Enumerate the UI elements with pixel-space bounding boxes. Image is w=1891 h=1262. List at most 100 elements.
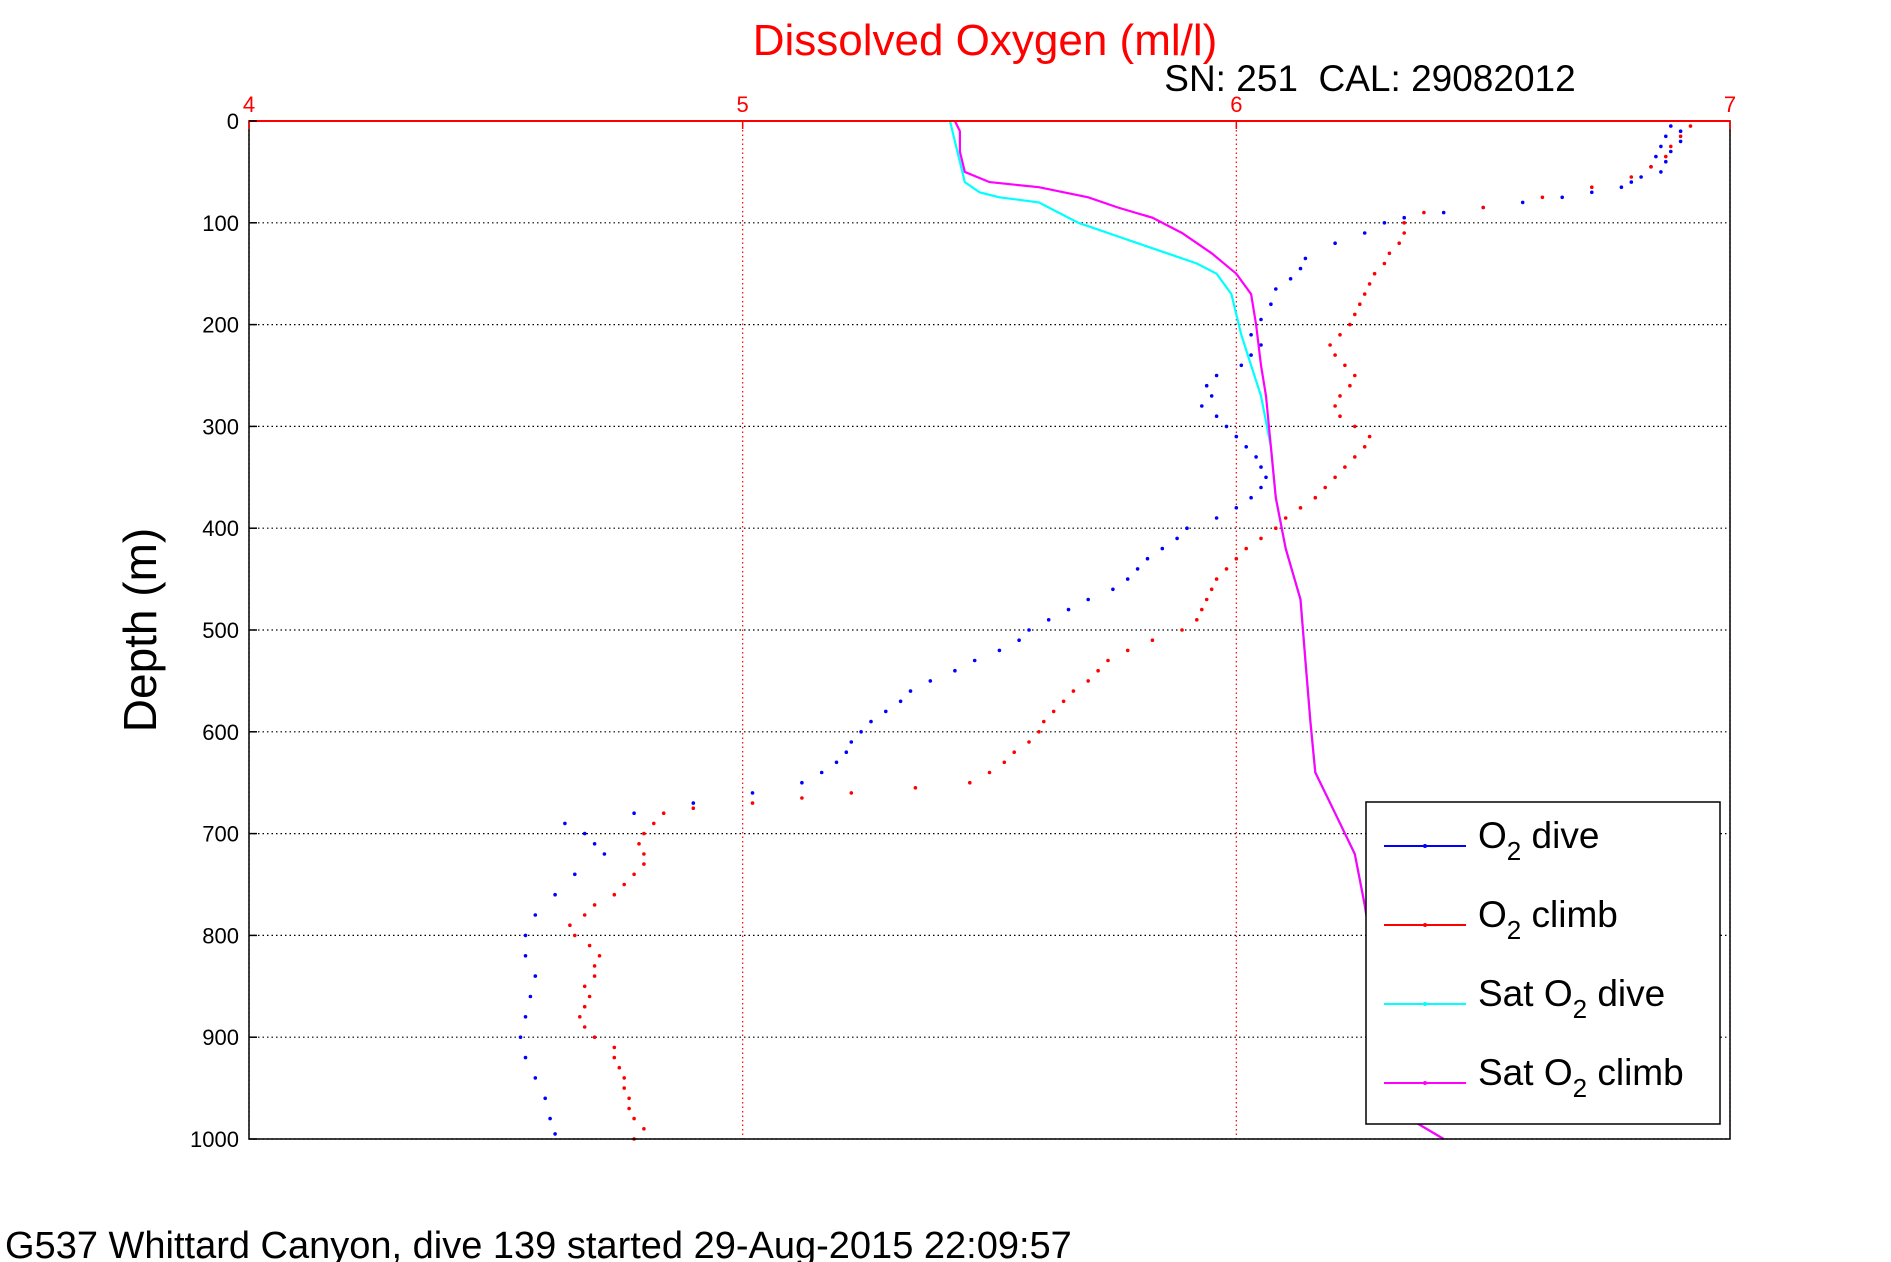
o2_climb-point	[592, 1035, 597, 1039]
legend-label-part: dive	[1521, 815, 1599, 856]
o2_climb-point	[1298, 506, 1303, 510]
legend-item-o2_climb: O2 climb	[1384, 894, 1618, 945]
o2_dive-point	[1639, 175, 1643, 179]
o2_dive-point	[602, 852, 607, 856]
o2_dive-point	[1259, 317, 1263, 322]
o2_climb-point	[1540, 195, 1545, 200]
legend-marker	[1423, 923, 1427, 927]
o2_climb-point	[587, 994, 592, 999]
o2_climb-point	[622, 1086, 626, 1090]
legend-box	[1365, 801, 1721, 1125]
o2_climb-point	[913, 786, 918, 790]
y-tick-label: 600	[202, 720, 239, 745]
legend-item-sat_o2_dive: Sat O2 dive	[1384, 973, 1665, 1024]
o2_climb-point	[1402, 231, 1406, 235]
o2_dive-point	[1200, 404, 1204, 408]
o2_climb-point	[632, 1116, 636, 1121]
legend-label: Sat O2 climb	[1478, 1052, 1684, 1103]
legend-label-part: climb	[1587, 1052, 1684, 1093]
o2_dive-point	[1125, 577, 1130, 581]
o2_climb-point	[1086, 679, 1090, 683]
o2_climb-point	[1012, 750, 1016, 754]
o2_climb-point	[1338, 414, 1342, 419]
o2_climb-point	[1195, 618, 1199, 622]
o2_climb-point	[1180, 628, 1184, 632]
o2_climb-point	[597, 954, 602, 958]
o2_dive-point	[1669, 149, 1673, 154]
o2_dive-point	[1629, 180, 1634, 184]
o2_dive-point	[844, 750, 849, 754]
o2_dive-point	[1234, 506, 1239, 510]
o2_climb-point	[1358, 302, 1362, 307]
o2_dive-point	[1441, 210, 1446, 215]
o2_dive-point	[1288, 277, 1293, 281]
o2_climb-point	[582, 984, 587, 989]
o2_dive-point	[1249, 353, 1253, 357]
legend-label: O2 climb	[1478, 894, 1618, 945]
o2_dive-point	[869, 719, 873, 724]
o2_dive-point	[548, 1116, 552, 1121]
o2_dive-point	[1664, 134, 1668, 139]
o2_climb-point	[1338, 394, 1342, 398]
o2_climb-point	[1002, 760, 1007, 765]
o2_dive-point	[898, 699, 903, 704]
legend-label-part: Sat O	[1478, 1052, 1573, 1093]
o2_climb-point	[1244, 546, 1248, 551]
o2_climb-point	[691, 806, 696, 810]
o2_climb-point	[1150, 638, 1155, 642]
o2_dive-point	[1333, 241, 1337, 245]
o2_dive-point	[1214, 414, 1219, 419]
o2_climb-point	[1362, 445, 1367, 449]
o2_climb-point	[750, 801, 755, 805]
o2_dive-point	[1274, 287, 1278, 291]
o2_dive-point	[1209, 394, 1214, 398]
o2_climb-point	[1481, 205, 1485, 210]
o2_dive-point	[1111, 587, 1115, 592]
o2_dive-point	[1560, 195, 1564, 200]
o2_climb-point	[1402, 221, 1406, 225]
o2_dive-point	[1303, 256, 1308, 261]
legend-marker	[1423, 844, 1427, 848]
o2_dive-point	[1175, 536, 1179, 541]
y-tick-label: 300	[202, 414, 239, 439]
series-o2_climb	[568, 124, 1693, 1141]
o2_climb-point	[1669, 144, 1673, 149]
o2_climb-point	[1096, 668, 1100, 673]
y-tick-label: 700	[202, 822, 239, 847]
o2_climb-point	[1042, 719, 1046, 724]
legend-subscript: 2	[1573, 994, 1587, 1024]
legend-item-o2_dive: O2 dive	[1384, 815, 1599, 866]
o2_dive-point	[1224, 424, 1229, 429]
o2_climb-point	[1274, 526, 1278, 530]
o2_climb-point	[592, 903, 597, 907]
o2_dive-point	[543, 1096, 547, 1101]
o2_dive-point	[972, 658, 977, 663]
series-layer	[518, 120, 1693, 1141]
o2_climb-point	[612, 892, 617, 897]
legend-label: Sat O2 dive	[1478, 973, 1665, 1024]
o2_climb-point	[1333, 404, 1337, 408]
o2_climb-point	[1061, 699, 1066, 704]
o2_climb-point	[1362, 292, 1367, 296]
o2_dive-point	[632, 811, 636, 815]
o2_dive-point	[528, 994, 533, 999]
o2_climb-point	[642, 831, 646, 836]
sat_o2_climb-line	[953, 120, 1445, 1140]
o2_climb-point	[622, 1076, 626, 1080]
o2_dive-point	[563, 821, 567, 826]
o2_climb-point	[1343, 465, 1347, 469]
o2_dive-point	[1160, 546, 1165, 551]
y-tick-label: 800	[202, 923, 239, 948]
o2_dive-point	[1259, 465, 1263, 469]
o2_climb-point	[1678, 134, 1683, 139]
o2_dive-point	[1249, 333, 1253, 337]
o2_dive-point	[1264, 475, 1268, 480]
y-tick-label: 500	[202, 618, 239, 643]
o2_climb-point	[1313, 495, 1318, 500]
o2_climb-point	[568, 923, 572, 927]
o2_climb-point	[1200, 607, 1204, 612]
o2_dive-point	[1402, 215, 1406, 220]
o2_dive-point	[1185, 526, 1189, 530]
o2_climb-point	[800, 796, 804, 800]
